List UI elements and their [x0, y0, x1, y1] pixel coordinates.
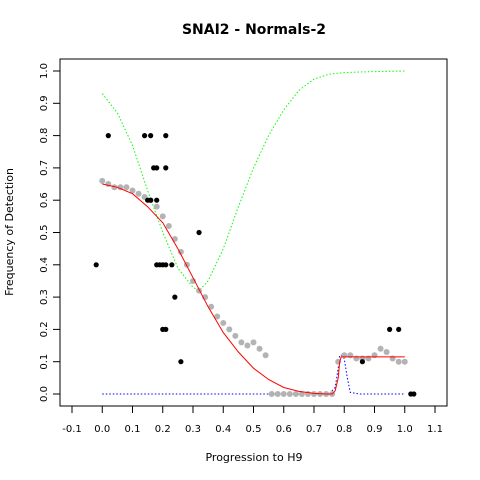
y-tick-label: 0.8 [39, 128, 50, 144]
observed-point [93, 262, 99, 268]
smoothed-point [280, 391, 287, 397]
y-axis: 0.0 0.1 0.2 0.3 0.4 0.5 0.6 0.7 0.8 0.9 1.0 [39, 63, 61, 402]
smoothed-point [123, 184, 130, 191]
y-tick-label: 0.1 [39, 354, 50, 370]
smoothed-point [268, 391, 275, 397]
x-tick-label: 0.0 [94, 424, 110, 435]
y-tick-label: 1.0 [39, 63, 50, 79]
observed-point [142, 133, 148, 139]
x-tick-label: 0.6 [276, 424, 292, 435]
y-tick-label: 0.2 [39, 321, 50, 337]
smoothed-point [353, 355, 360, 362]
smoothed-point [256, 345, 263, 352]
smoothed-point [111, 184, 118, 191]
observed-point [359, 359, 365, 365]
y-axis-label: Frequency of Detection [3, 168, 16, 296]
x-tick-label: 0.4 [215, 424, 231, 435]
x-tick-label: 0.2 [155, 424, 171, 435]
smoothed-point [190, 277, 196, 284]
smoothed-point [129, 187, 136, 194]
x-tick-label: 0.8 [336, 424, 352, 435]
y-tick-label: 0.0 [39, 386, 50, 402]
observed-point [172, 294, 178, 300]
smoothed-point [389, 355, 396, 362]
observed-point [148, 133, 154, 139]
observed-point [163, 165, 169, 171]
y-tick-label: 0.7 [39, 160, 50, 176]
x-tick-label: 1.1 [427, 424, 443, 435]
observed-point [196, 229, 202, 236]
smoothed-point [395, 358, 402, 365]
observed-point [169, 262, 175, 268]
upper-band-path [101, 70, 405, 292]
observed-points [93, 133, 417, 397]
fit-path [102, 183, 405, 395]
smoothed-point [220, 319, 227, 326]
smoothed-point [165, 223, 172, 230]
observed-point [411, 391, 417, 397]
smoothed-point [274, 391, 281, 397]
x-tick-label: -0.1 [62, 424, 82, 435]
smoothed-point [286, 391, 293, 397]
x-tick-label: 0.9 [367, 424, 383, 435]
x-axis: -0.1 0.0 0.1 0.2 0.3 0.4 0.5 0.6 0.7 0.8 0.9 1.0 1.1 [62, 405, 443, 435]
upper-band-line [101, 70, 405, 292]
y-tick-label: 0.4 [39, 257, 50, 273]
y-tick-label: 0.9 [39, 95, 50, 111]
y-tick-label: 0.5 [39, 225, 50, 241]
observed-point [154, 197, 160, 203]
smoothed-point [153, 203, 160, 210]
smoothed-point [292, 391, 299, 397]
smoothed-point [208, 303, 215, 310]
observed-point [154, 165, 160, 171]
fit-line [102, 183, 405, 395]
smoothed-point [159, 213, 166, 220]
smoothed-point [135, 190, 142, 197]
lower-band-path [102, 354, 405, 395]
smoothed-point [262, 352, 269, 359]
x-tick-label: 0.3 [185, 424, 201, 435]
observed-point [387, 326, 393, 332]
lower-band-line [102, 354, 405, 395]
smoothed-point [214, 313, 221, 320]
smoothed-point [311, 391, 317, 397]
x-tick-label: 0.1 [125, 424, 141, 435]
smoothed-point [377, 345, 384, 352]
observed-point [178, 359, 184, 365]
smoothed-point [401, 358, 408, 365]
smoothed-point [244, 342, 251, 349]
smoothed-point [250, 339, 257, 346]
chart-title: SNAI2 - Normals-2 [182, 22, 326, 38]
smoothed-point [99, 177, 106, 184]
smoothed-point [226, 326, 233, 333]
x-axis-label: Progression to H9 [205, 451, 302, 464]
smoothed-point [365, 355, 372, 362]
smoothed-point [383, 349, 390, 356]
x-tick-label: 0.5 [246, 424, 262, 435]
plot-frame [59, 58, 448, 407]
observed-point [163, 133, 169, 139]
x-tick-label: 0.7 [306, 424, 322, 435]
observed-point [163, 326, 169, 332]
y-tick-label: 0.3 [39, 289, 50, 305]
observed-point [163, 262, 169, 268]
x-tick-label: 1.0 [397, 424, 413, 435]
observed-point [396, 326, 402, 332]
observed-point [105, 133, 111, 139]
smoothed-point [232, 332, 239, 339]
smoothed-point [177, 248, 184, 255]
observed-point [148, 197, 154, 203]
smoothed-point [238, 339, 245, 346]
y-tick-label: 0.6 [39, 192, 50, 208]
